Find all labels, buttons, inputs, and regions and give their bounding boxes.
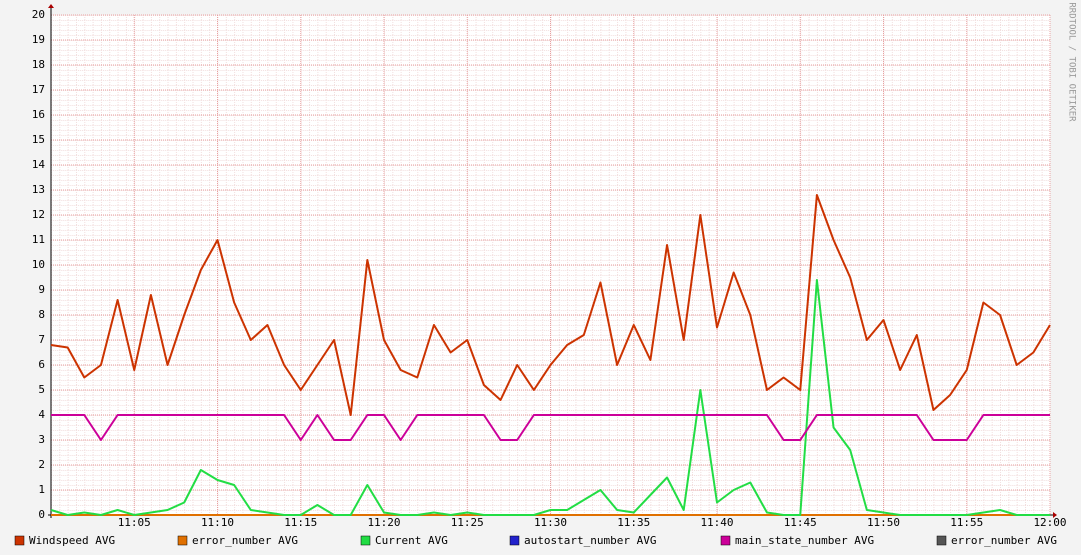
x-tick-label: 11:50 — [867, 516, 900, 529]
y-tick-label: 4 — [38, 408, 45, 421]
series-line — [50, 194, 1051, 416]
legend-label: Current AVG — [375, 534, 448, 547]
watermark: RRDTOOL / TOBI OETIKER — [1067, 2, 1077, 122]
legend-label: autostart_number AVG — [524, 534, 656, 547]
y-tick-label: 14 — [32, 158, 46, 171]
legend-label: Windspeed AVG — [29, 534, 115, 547]
y-tick-label: 16 — [32, 108, 45, 121]
y-tick-label: 9 — [38, 283, 45, 296]
axis-arrow — [1053, 512, 1057, 518]
series-line — [50, 279, 1050, 516]
x-tick-label: 11:35 — [617, 516, 650, 529]
legend-swatch — [720, 535, 731, 546]
series-line — [51, 414, 1050, 441]
x-tick-label: 11:55 — [950, 516, 983, 529]
y-tick-label: 12 — [32, 208, 45, 221]
x-tick-label: 11:25 — [451, 516, 484, 529]
x-tick-label: 11:45 — [784, 516, 817, 529]
y-tick-label: 11 — [32, 233, 45, 246]
y-tick-label: 10 — [32, 258, 45, 271]
x-tick-label: 11:15 — [284, 516, 317, 529]
y-tick-label: 17 — [32, 83, 45, 96]
y-tick-label: 13 — [32, 183, 45, 196]
y-tick-label: 2 — [38, 458, 45, 471]
legend-swatch — [360, 535, 371, 546]
y-tick-label: 15 — [32, 133, 45, 146]
x-tick-label: 11:20 — [367, 516, 400, 529]
y-tick-label: 0 — [38, 508, 45, 521]
legend-swatch — [509, 535, 520, 546]
legend-label: error_number AVG — [192, 534, 298, 547]
legend-swatch — [936, 535, 947, 546]
y-tick-label: 19 — [32, 33, 45, 46]
y-tick-label: 1 — [38, 483, 45, 496]
axis-arrow — [48, 4, 54, 8]
y-tick-label: 7 — [38, 333, 45, 346]
x-tick-label: 11:40 — [700, 516, 733, 529]
legend-swatch — [177, 535, 188, 546]
legend-label: error_number AVG — [951, 534, 1057, 547]
y-tick-label: 8 — [38, 308, 45, 321]
y-tick-label: 20 — [32, 8, 45, 21]
y-tick-label: 3 — [38, 433, 45, 446]
legend-label: main_state_number AVG — [735, 534, 874, 547]
y-tick-label: 5 — [38, 383, 45, 396]
y-tick-label: 6 — [38, 358, 45, 371]
x-tick-label: 11:05 — [118, 516, 151, 529]
x-tick-label: 12:00 — [1033, 516, 1066, 529]
x-tick-label: 11:10 — [201, 516, 234, 529]
x-tick-label: 11:30 — [534, 516, 567, 529]
y-tick-label: 18 — [32, 58, 45, 71]
legend-swatch — [14, 535, 25, 546]
